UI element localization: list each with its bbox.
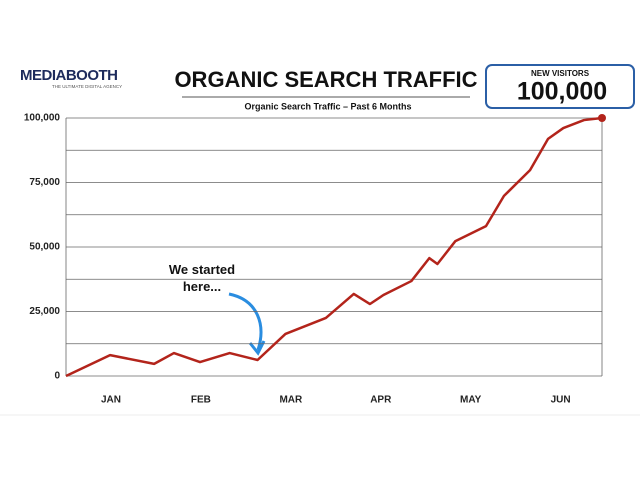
kpi-box (485, 64, 635, 109)
x-tick-label: MAY (460, 395, 482, 406)
annotation-line: here... (183, 279, 221, 294)
chart-subtitle: Organic Search Traffic – Past 6 Months (244, 101, 411, 111)
annotation-arrowhead (248, 340, 266, 356)
x-tick-label: MAR (279, 395, 303, 406)
annotation-line: We started (169, 262, 235, 277)
end-marker (598, 114, 606, 122)
brand-name: MEDIABOOTH (20, 67, 118, 84)
y-tick-label: 75,000 (29, 177, 60, 188)
chart-title: ORGANIC SEARCH TRAFFIC (174, 67, 477, 92)
kpi-label: NEW VISITORS (531, 69, 590, 78)
y-tick-label: 100,000 (24, 113, 61, 124)
kpi-value: 100,000 (517, 78, 607, 106)
y-tick-label: 50,000 (29, 242, 60, 253)
y-tick-label: 25,000 (29, 306, 60, 317)
annotation-arrow (228, 292, 263, 351)
x-tick-label: JAN (101, 395, 121, 406)
y-tick-label: 0 (54, 371, 60, 382)
line (65, 116, 603, 378)
annotation: We started here... (169, 262, 235, 294)
x-tick-label: APR (370, 395, 392, 406)
x-tick-label: FEB (191, 395, 211, 406)
x-tick-label: JUN (551, 395, 571, 406)
brand-tagline: THE ULTIMATE DIGITAL AGENCY (52, 84, 122, 89)
